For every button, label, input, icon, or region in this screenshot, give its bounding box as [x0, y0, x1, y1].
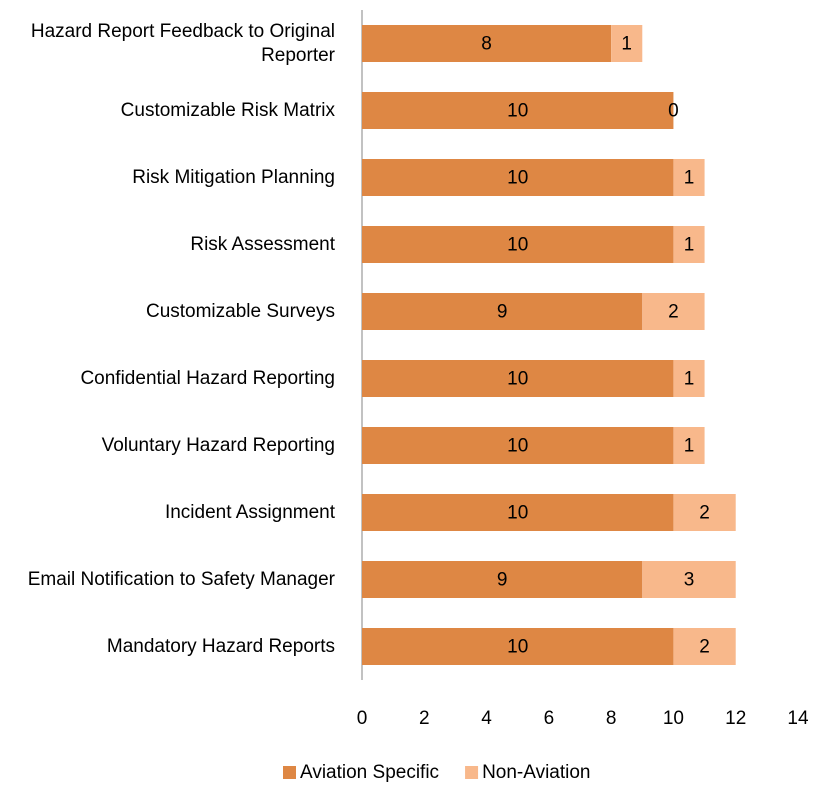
x-tick-label: 12	[725, 708, 746, 729]
legend-label: Non-Aviation	[482, 762, 590, 783]
bar-segment	[642, 293, 705, 330]
data-label: 2	[699, 503, 710, 524]
bar-segment	[673, 427, 705, 464]
y-tick-label: Confidential Hazard Reporting	[80, 367, 335, 389]
y-tick-label: Voluntary Hazard Reporting	[101, 434, 335, 456]
y-tick-label: Email Notification to Safety Manager	[27, 568, 335, 590]
bar-segment	[673, 226, 705, 263]
data-label: 0	[668, 101, 679, 122]
bar-segment	[673, 360, 705, 397]
data-label: 1	[684, 436, 695, 457]
data-label: 9	[497, 302, 508, 323]
data-label: 9	[497, 570, 508, 591]
legend-swatch	[283, 766, 296, 779]
bar-segment	[362, 92, 674, 129]
y-tick-label: Mandatory Hazard Reports	[106, 635, 335, 657]
x-tick-label: 10	[663, 708, 684, 729]
bar-segment	[611, 25, 643, 62]
bar-segment	[362, 159, 674, 196]
data-label: 10	[507, 503, 528, 524]
bar-segment	[362, 25, 612, 62]
data-label: 3	[684, 570, 695, 591]
bar-segment	[673, 159, 705, 196]
x-tick-label: 4	[481, 708, 492, 729]
bar-segment	[362, 427, 674, 464]
data-label: 10	[507, 168, 528, 189]
data-label: 1	[684, 369, 695, 390]
bar-segment	[362, 293, 643, 330]
bar-segment	[362, 226, 674, 263]
data-label: 1	[684, 235, 695, 256]
data-label: 8	[481, 34, 492, 55]
data-label: 2	[668, 302, 679, 323]
y-tick-label: Customizable Surveys	[145, 300, 335, 322]
data-label: 10	[507, 235, 528, 256]
bar-segment	[642, 561, 736, 598]
data-label: 1	[684, 168, 695, 189]
x-tick-label: 8	[606, 708, 617, 729]
x-tick-label: 2	[419, 708, 430, 729]
bar-segment	[673, 628, 736, 665]
bar-segment	[362, 494, 674, 531]
data-label: 2	[699, 637, 710, 658]
bar-segment	[673, 494, 736, 531]
x-tick-label: 6	[544, 708, 555, 729]
bar-segment	[362, 628, 674, 665]
data-label: 10	[507, 101, 528, 122]
data-label: 10	[507, 369, 528, 390]
data-label: 1	[621, 34, 632, 55]
legend-swatch	[465, 766, 479, 779]
y-tick-label: Hazard Report Feedback to Original Repor…	[30, 20, 335, 66]
y-tick-label: Customizable Risk Matrix	[120, 99, 335, 121]
data-label: 10	[507, 637, 528, 658]
y-tick-label: Incident Assignment	[164, 501, 335, 523]
x-tick-label: 14	[787, 708, 809, 729]
data-label: 10	[507, 436, 528, 457]
y-tick-label: Risk Assessment	[190, 233, 335, 255]
y-tick-label: Risk Mitigation Planning	[132, 166, 335, 188]
bar-segment	[362, 360, 674, 397]
bar-segment	[362, 561, 643, 598]
legend-label: Aviation Specific	[300, 762, 439, 783]
x-tick-label: 0	[357, 708, 368, 729]
